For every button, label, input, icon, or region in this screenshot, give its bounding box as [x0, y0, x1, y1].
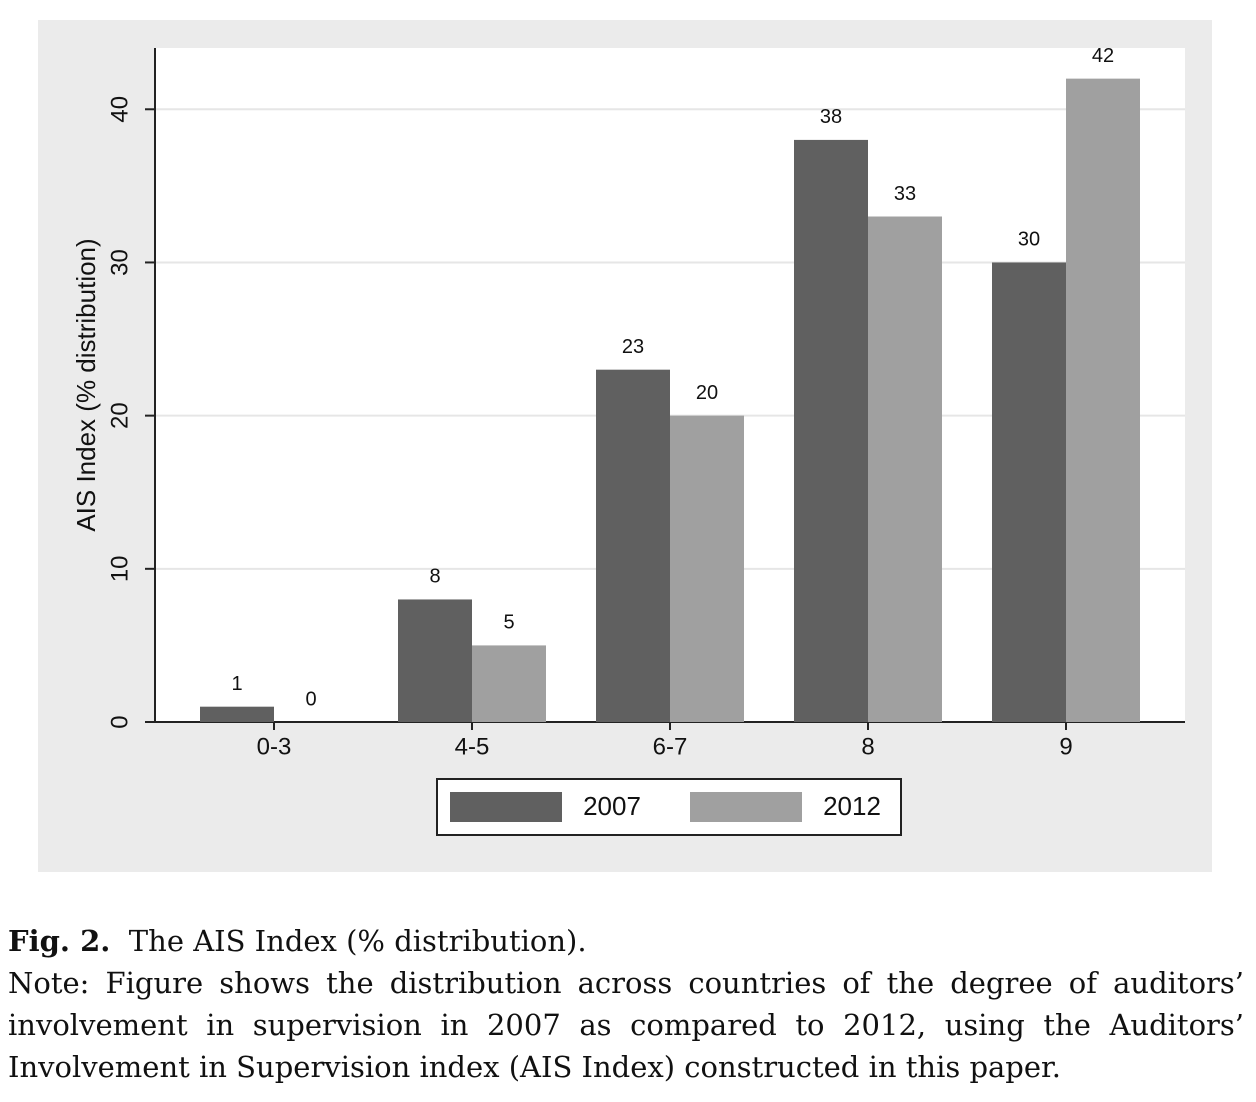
- x-tick-label: 9: [1059, 733, 1072, 760]
- caption-text: The AIS Index (% distribution).: [128, 924, 587, 958]
- chart: AIS Index (% distribution) 0102030400-31…: [38, 20, 1212, 872]
- y-tick-label: 10: [106, 555, 133, 582]
- bar: [670, 415, 744, 722]
- x-tick-label: 4-5: [455, 733, 490, 760]
- x-tick-label: 0-3: [257, 733, 292, 760]
- value-label: 20: [696, 382, 718, 404]
- legend-swatch: [690, 792, 802, 822]
- value-label: 30: [1018, 229, 1040, 251]
- value-label: 38: [820, 106, 842, 128]
- y-axis-title: AIS Index (% distribution): [71, 238, 101, 531]
- caption: Fig. 2. The AIS Index (% distribution). …: [8, 920, 1244, 1088]
- bar: [1066, 78, 1140, 723]
- bar: [200, 706, 274, 722]
- value-label: 23: [622, 336, 644, 358]
- bar: [596, 369, 670, 722]
- bar: [794, 139, 868, 723]
- y-tick-label: 30: [106, 249, 133, 276]
- caption-label: Fig. 2.: [8, 924, 111, 958]
- value-label: 0: [305, 688, 316, 710]
- value-label: 33: [894, 183, 916, 205]
- x-tick-label: 6-7: [653, 733, 688, 760]
- bar: [992, 262, 1066, 722]
- legend-label: 2007: [583, 791, 641, 821]
- legend-label: 2012: [823, 791, 881, 821]
- caption-title: Fig. 2. The AIS Index (% distribution).: [8, 920, 1244, 962]
- y-tick-label: 20: [106, 402, 133, 429]
- value-label: 8: [429, 566, 440, 588]
- y-tick-label: 40: [106, 96, 133, 123]
- legend-swatch: [450, 792, 562, 822]
- value-label: 42: [1092, 45, 1114, 67]
- value-label: 5: [503, 612, 514, 634]
- x-tick-label: 8: [861, 733, 874, 760]
- bar: [868, 216, 942, 722]
- caption-note: Note: Figure shows the distribution acro…: [8, 966, 1244, 1084]
- bar: [398, 599, 472, 722]
- bar: [472, 645, 546, 722]
- value-label: 1: [231, 673, 242, 695]
- y-tick-label: 0: [106, 715, 133, 728]
